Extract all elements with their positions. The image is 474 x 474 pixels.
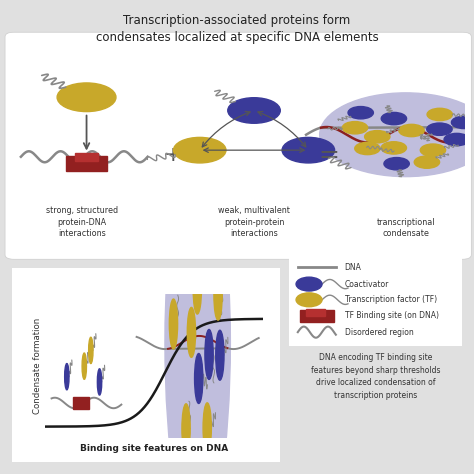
Circle shape: [182, 404, 190, 454]
Circle shape: [381, 142, 407, 154]
Text: Transcription factor (TF): Transcription factor (TF): [345, 295, 437, 304]
Circle shape: [228, 98, 280, 123]
Circle shape: [173, 137, 226, 163]
Text: strong, structured
protein-DNA
interactions: strong, structured protein-DNA interacti…: [46, 206, 118, 238]
Circle shape: [282, 137, 335, 163]
Circle shape: [420, 144, 446, 156]
Circle shape: [216, 330, 224, 380]
Circle shape: [197, 185, 205, 235]
Circle shape: [381, 112, 407, 125]
Bar: [306, 309, 326, 316]
Text: transcriptional
condensate: transcriptional condensate: [376, 218, 435, 238]
Text: Transcription-associated proteins form
condensates localized at specific DNA ele: Transcription-associated proteins form c…: [96, 14, 378, 44]
Y-axis label: Condensate formation: Condensate formation: [33, 318, 42, 414]
Circle shape: [97, 369, 102, 395]
Bar: [75, 154, 98, 161]
Circle shape: [365, 130, 390, 143]
Circle shape: [399, 124, 424, 137]
Circle shape: [205, 329, 213, 379]
Circle shape: [169, 299, 178, 349]
Circle shape: [319, 93, 474, 177]
Circle shape: [57, 83, 116, 111]
Circle shape: [384, 157, 409, 170]
Circle shape: [193, 264, 201, 314]
Circle shape: [451, 116, 474, 128]
Text: weak, multivalent
protein-protein
interactions: weak, multivalent protein-protein intera…: [218, 206, 290, 238]
Circle shape: [214, 270, 222, 320]
Circle shape: [427, 123, 452, 136]
FancyBboxPatch shape: [8, 265, 283, 465]
Circle shape: [348, 107, 374, 119]
Bar: [66, 155, 107, 171]
Circle shape: [414, 156, 439, 168]
Text: TF Binding site (on DNA): TF Binding site (on DNA): [345, 311, 438, 320]
Circle shape: [355, 142, 380, 155]
Bar: [73, 397, 89, 409]
Circle shape: [296, 277, 322, 291]
Circle shape: [194, 354, 203, 403]
Circle shape: [165, 146, 230, 474]
Circle shape: [444, 133, 469, 146]
FancyBboxPatch shape: [287, 253, 464, 347]
Bar: [300, 310, 334, 321]
Circle shape: [342, 121, 368, 134]
Circle shape: [82, 353, 86, 379]
Text: DNA encoding TF binding site
features beyond sharp thresholds
drive localized co: DNA encoding TF binding site features be…: [311, 353, 441, 400]
Circle shape: [427, 108, 452, 120]
X-axis label: Binding site features on DNA: Binding site features on DNA: [80, 444, 228, 453]
Text: Coactivator: Coactivator: [345, 280, 389, 289]
Circle shape: [187, 308, 196, 357]
Text: +: +: [163, 145, 182, 164]
Text: Disordered region: Disordered region: [345, 328, 413, 337]
Circle shape: [207, 233, 215, 283]
Circle shape: [296, 293, 322, 307]
FancyBboxPatch shape: [5, 32, 471, 259]
Text: DNA: DNA: [345, 263, 361, 272]
Circle shape: [89, 337, 93, 364]
Circle shape: [203, 403, 211, 453]
Text: =: =: [318, 143, 339, 166]
Circle shape: [183, 190, 192, 239]
Circle shape: [64, 364, 69, 390]
